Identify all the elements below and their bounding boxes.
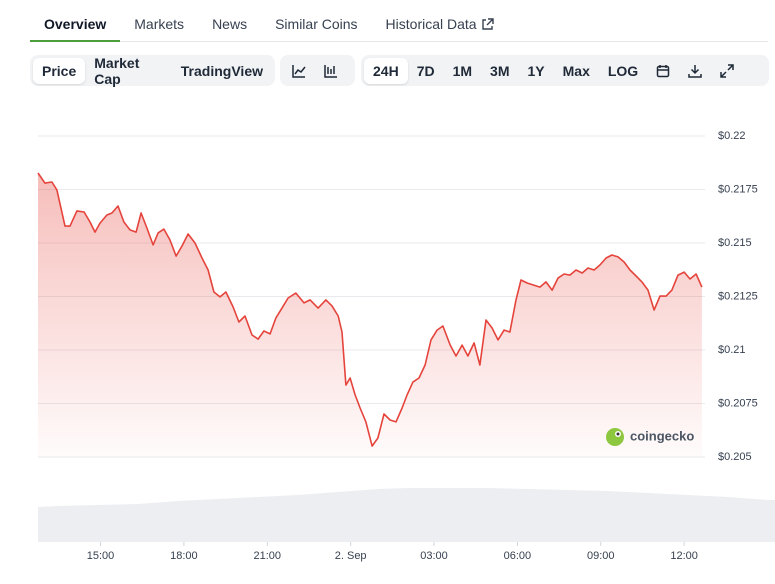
- y-tick-label: $0.21: [718, 344, 746, 356]
- range-button[interactable]: LOG: [607, 62, 639, 79]
- chart-style-toggle: [280, 55, 355, 86]
- expand-icon: [720, 63, 734, 78]
- download-button[interactable]: [679, 59, 711, 83]
- range-button[interactable]: Max: [562, 62, 590, 79]
- range-toggle: 24H 7D 1M 3M 1Y Max LOG: [361, 55, 769, 86]
- y-tick-label: $0.215: [718, 237, 752, 249]
- tab[interactable]: News: [212, 16, 248, 32]
- range-button[interactable]: 3M: [490, 62, 510, 79]
- x-tick-label: 2. Sep: [335, 550, 367, 562]
- y-tick-label: $0.22: [718, 130, 746, 142]
- watermark-text: coingecko: [630, 428, 694, 443]
- x-tick-label: 15:00: [87, 550, 115, 562]
- watermark: coingecko: [606, 428, 694, 446]
- range-button[interactable]: 24H: [364, 57, 408, 84]
- range-button[interactable]: 7D: [416, 62, 435, 79]
- x-tick-label: 18:00: [170, 550, 198, 562]
- external-link-icon: [481, 18, 494, 30]
- tab-bar: Overview Markets News Similar Coins Hist…: [30, 8, 768, 42]
- tab[interactable]: Historical Data: [372, 8, 508, 40]
- x-tick-label: 03:00: [420, 550, 448, 562]
- view-button[interactable]: TradingView: [180, 62, 263, 79]
- x-tick-label: 09:00: [587, 550, 615, 562]
- calendar-button[interactable]: [647, 59, 679, 83]
- y-tick-label: $0.2125: [718, 290, 758, 302]
- candle-chart-button[interactable]: [315, 59, 347, 83]
- y-tick-label: $0.2175: [718, 183, 758, 195]
- line-chart-button[interactable]: [283, 59, 315, 83]
- view-button[interactable]: Price: [33, 57, 86, 84]
- y-tick-label: $0.205: [718, 451, 752, 463]
- x-tick-label: 21:00: [254, 550, 282, 562]
- price-line: [37, 172, 703, 447]
- volume-area: [38, 488, 775, 542]
- view-button[interactable]: Market Cap: [94, 54, 140, 87]
- x-tick-label: 06:00: [504, 550, 532, 562]
- y-tick-label: $0.2075: [718, 397, 758, 409]
- tab[interactable]: Overview: [30, 8, 121, 42]
- tab[interactable]: Similar Coins: [275, 16, 358, 32]
- calendar-icon: [656, 64, 670, 77]
- line-icon: [292, 64, 306, 78]
- x-tick-label: 12:00: [670, 550, 698, 562]
- range-button[interactable]: 1M: [452, 62, 473, 79]
- range-button[interactable]: 1Y: [527, 62, 545, 79]
- tab[interactable]: Markets: [134, 16, 185, 32]
- tab-label: Historical Data: [385, 16, 477, 32]
- plot: [37, 172, 703, 457]
- fullscreen-button[interactable]: [711, 59, 743, 83]
- price-area: [38, 173, 702, 457]
- candle-icon: [324, 64, 337, 78]
- view-toggle: Price Market Cap TradingView: [30, 55, 275, 87]
- download-icon: [688, 64, 702, 78]
